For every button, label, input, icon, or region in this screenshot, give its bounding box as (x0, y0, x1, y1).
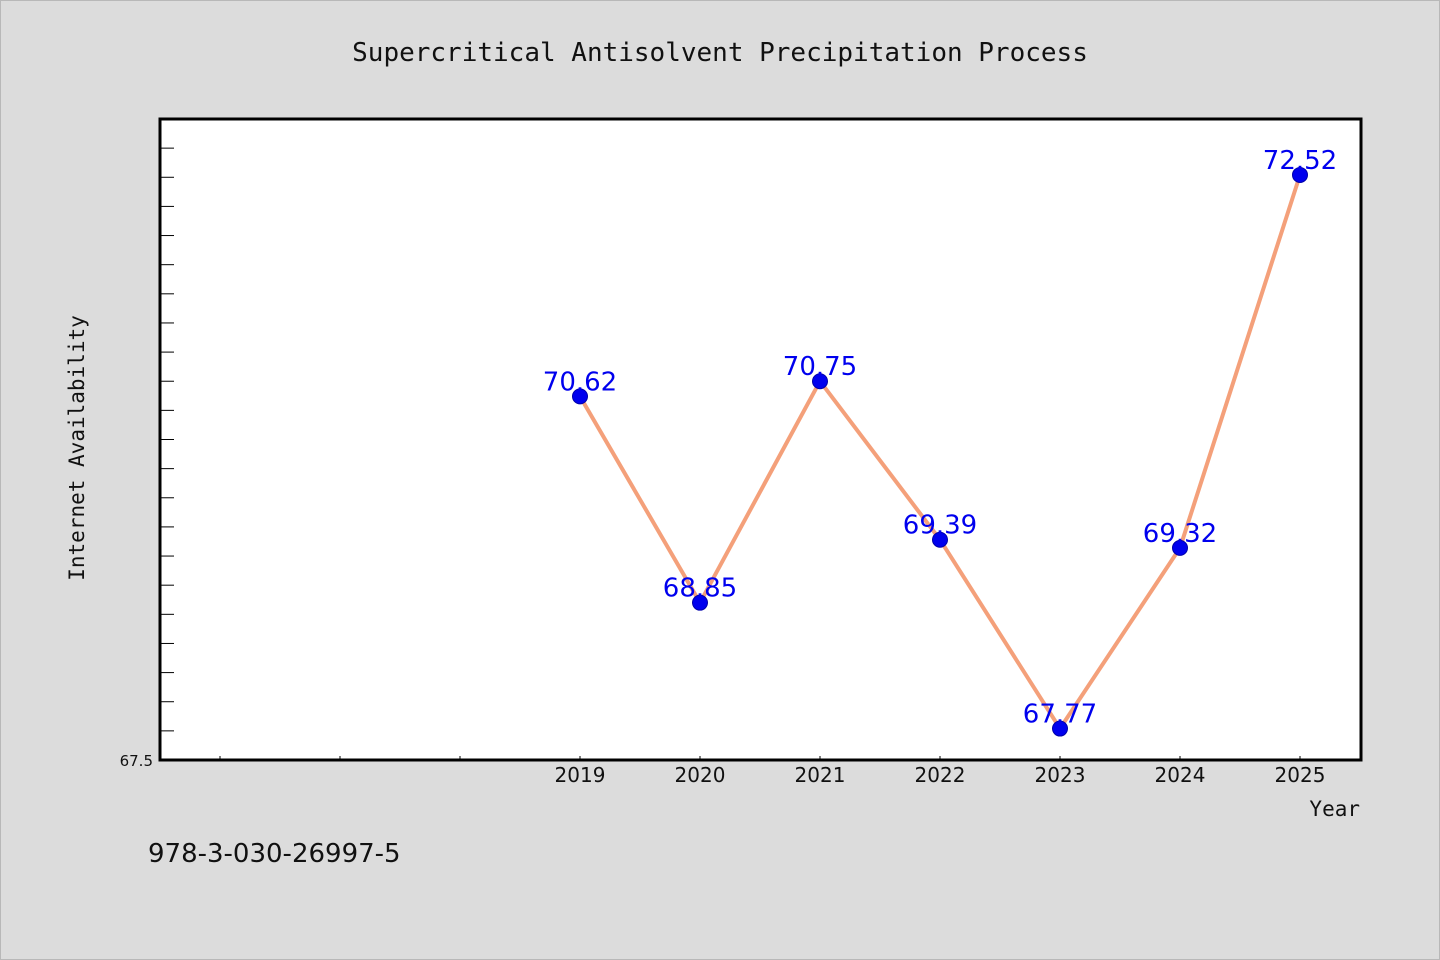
data-labels: 70.62 68.85 70.75 69.39 67.77 69.32 72.52 (543, 146, 1337, 730)
data-point (932, 531, 948, 548)
x-tick-label: 2024 (1155, 763, 1206, 787)
data-point (1172, 539, 1188, 556)
data-label: 70.62 (543, 367, 617, 397)
data-label: 68.85 (663, 574, 737, 604)
plot-area (158, 117, 1363, 762)
data-label: 72.52 (1263, 146, 1337, 176)
x-tick-label: 2022 (915, 763, 966, 787)
footnote-isbn: 978-3-030-26997-5 (148, 839, 401, 869)
data-point (1292, 166, 1308, 183)
data-point (1052, 720, 1068, 737)
data-point (692, 594, 708, 611)
x-axis-ticks (219, 756, 1301, 760)
y-tick-label: 67.5 (120, 752, 153, 770)
chart-title: Supercritical Antisolvent Precipitation … (352, 38, 1088, 68)
data-label: 69.39 (903, 511, 977, 541)
x-tick-labels: 2019 2020 2021 2022 2023 2024 2025 (555, 763, 1326, 787)
x-tick-label: 2025 (1275, 763, 1326, 787)
x-axis-label: Year (1309, 797, 1360, 821)
data-label: 69.32 (1143, 519, 1217, 549)
x-tick-label: 2020 (675, 763, 726, 787)
x-tick-label: 2021 (795, 763, 846, 787)
y-axis-ticks (160, 147, 174, 732)
y-axis-label: Internet Availability (65, 315, 89, 581)
x-tick-label: 2019 (555, 763, 606, 787)
data-markers (572, 166, 1308, 737)
x-tick-label: 2023 (1035, 763, 1086, 787)
data-point (572, 388, 588, 405)
data-label: 70.75 (783, 352, 857, 382)
data-label: 67.77 (1023, 700, 1097, 730)
data-point (812, 373, 828, 390)
